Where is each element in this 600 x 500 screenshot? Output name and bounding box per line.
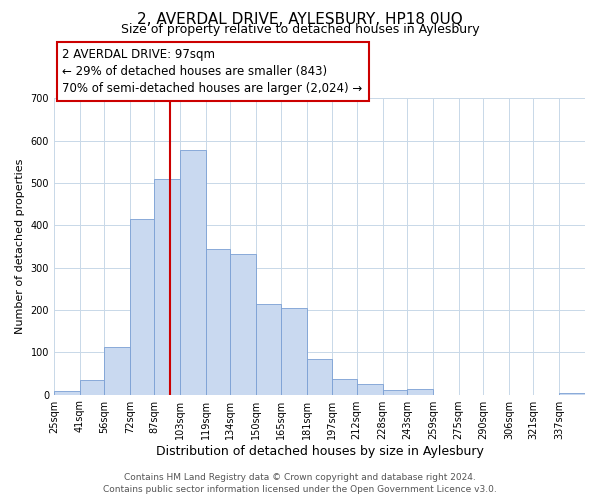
Bar	[256, 304, 281, 394]
Text: 2 AVERDAL DRIVE: 97sqm
← 29% of detached houses are smaller (843)
70% of semi-de: 2 AVERDAL DRIVE: 97sqm ← 29% of detached…	[62, 48, 362, 96]
Text: 2, AVERDAL DRIVE, AYLESBURY, HP18 0UQ: 2, AVERDAL DRIVE, AYLESBURY, HP18 0UQ	[137, 12, 463, 28]
X-axis label: Distribution of detached houses by size in Aylesbury: Distribution of detached houses by size …	[155, 444, 484, 458]
Bar	[180, 150, 206, 394]
Bar	[307, 360, 332, 394]
Bar	[332, 379, 356, 394]
Bar	[154, 179, 180, 394]
Y-axis label: Number of detached properties: Number of detached properties	[15, 159, 25, 334]
Bar	[206, 248, 230, 394]
Bar	[54, 391, 80, 394]
Bar	[104, 347, 130, 395]
Text: Size of property relative to detached houses in Aylesbury: Size of property relative to detached ho…	[121, 22, 479, 36]
Bar	[383, 390, 407, 394]
Bar	[130, 219, 154, 394]
Bar	[356, 384, 383, 394]
Text: Contains HM Land Registry data © Crown copyright and database right 2024.
Contai: Contains HM Land Registry data © Crown c…	[103, 472, 497, 494]
Bar	[281, 308, 307, 394]
Bar	[407, 389, 433, 394]
Bar	[80, 380, 104, 394]
Bar	[230, 254, 256, 394]
